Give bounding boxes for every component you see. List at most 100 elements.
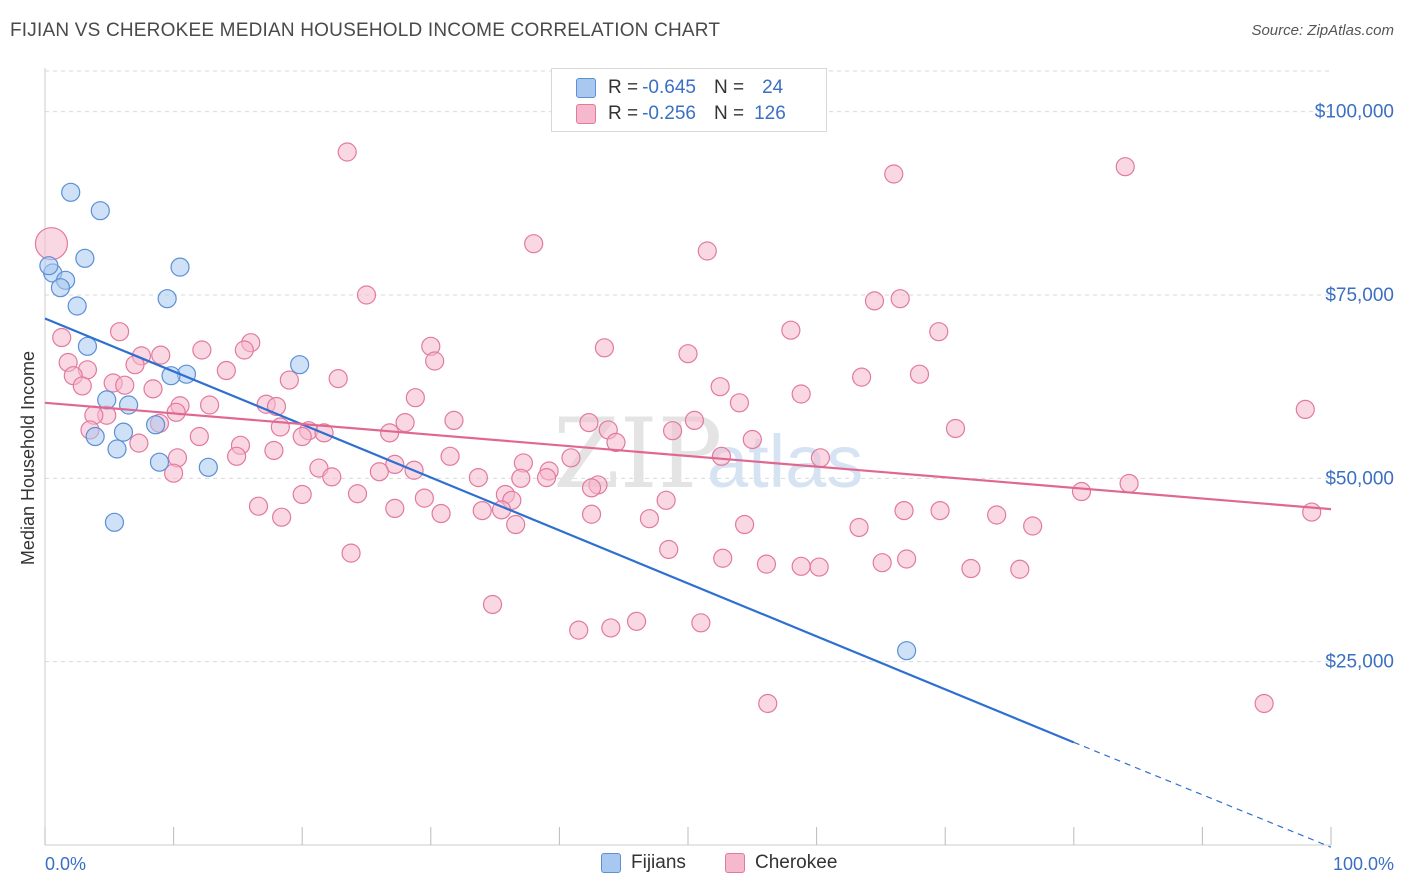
fijians-legend-swatch	[601, 853, 621, 873]
cherokee-point	[322, 467, 342, 487]
cherokee-point	[248, 496, 269, 516]
cherokee-point	[1119, 473, 1139, 494]
cherokee-point	[894, 501, 914, 521]
cherokee-point	[52, 327, 72, 348]
legend-n-value: 24	[762, 77, 784, 98]
cherokee-point	[639, 509, 660, 529]
cherokee-point	[1071, 481, 1092, 502]
cherokee-point	[691, 613, 711, 633]
cherokee-point	[1302, 502, 1322, 522]
cherokee-point	[626, 611, 647, 631]
fijian-point	[85, 426, 105, 447]
cherokee-point	[662, 421, 683, 441]
y-tick-label: $100,000	[1315, 102, 1394, 123]
fijians-trend-line	[44, 317, 1075, 744]
cherokee-point	[328, 369, 348, 389]
cherokee-point	[189, 426, 209, 447]
cherokee-point	[561, 448, 581, 468]
cherokee-point	[909, 364, 930, 384]
cherokee-point	[791, 556, 811, 576]
fijians-series	[39, 182, 917, 661]
cherokee-point	[1023, 516, 1043, 536]
trend-lines	[44, 317, 1332, 848]
fijian-point	[897, 641, 917, 661]
cherokee-point	[742, 429, 762, 450]
cherokee-trend-line	[44, 401, 1332, 511]
cherokee-point	[606, 432, 626, 452]
fijian-point	[145, 415, 166, 435]
gridlines	[45, 70, 1331, 663]
cherokee-point	[884, 164, 904, 184]
cherokee-point	[1115, 157, 1135, 177]
cherokee-point	[200, 395, 220, 415]
cherokee-point	[758, 693, 778, 714]
y-tick-label: $75,000	[1325, 285, 1394, 306]
legend-r-label: R =	[608, 77, 639, 98]
cherokee-point	[961, 558, 981, 579]
y-axis-tick-labels: $25,000 $50,000 $75,000 $100,000	[1315, 102, 1394, 673]
cherokee-point	[890, 289, 910, 309]
cherokee-point	[440, 446, 460, 466]
cherokee-point	[431, 503, 451, 524]
cherokee-point	[192, 340, 212, 360]
cherokee-point	[711, 446, 732, 466]
cherokee-point	[414, 488, 434, 508]
chart-source: Source: ZipAtlas.com	[1251, 22, 1394, 39]
x-tick-label-max: 100.0%	[1333, 854, 1394, 874]
cherokee-point	[569, 620, 589, 640]
cherokee-point	[678, 344, 698, 364]
fijian-point	[107, 439, 127, 459]
legend-r-value: -0.645	[642, 77, 696, 98]
cherokee-point	[1010, 559, 1030, 579]
cherokee-point	[511, 468, 531, 488]
fijian-point	[75, 248, 95, 268]
cherokee-point	[337, 142, 357, 162]
cherokee-point	[579, 413, 599, 433]
cherokee-point	[425, 351, 445, 371]
fijian-point	[90, 201, 110, 221]
cherokee-point	[581, 504, 602, 524]
fijian-point	[97, 390, 117, 410]
cherokee-point	[292, 484, 312, 505]
cherokee-point	[264, 440, 284, 461]
fijian-point	[290, 355, 310, 375]
cherokee-point	[143, 379, 163, 399]
chart-title: FIJIAN VS CHEROKEE MEDIAN HOUSEHOLD INCO…	[10, 20, 721, 41]
y-axis-label: Median Household Income	[18, 351, 38, 565]
cherokee-point	[129, 433, 149, 453]
cherokee-point	[872, 553, 892, 573]
fijian-point	[170, 257, 190, 277]
cherokee-point	[292, 426, 312, 447]
cherokee-point	[929, 322, 949, 342]
fijian-point	[157, 289, 177, 309]
legend-item-cherokee[interactable]: Cherokee	[725, 852, 837, 874]
cherokee-point	[109, 322, 130, 342]
legend-r-value: -0.256	[642, 103, 696, 124]
cherokee-point	[356, 285, 377, 305]
cherokee-point	[444, 410, 464, 430]
x-axis-ticks	[44, 827, 1332, 845]
fijian-point	[39, 256, 59, 276]
cherokee-point	[849, 517, 869, 538]
cherokee-point	[710, 377, 730, 397]
fijians-trend-extension	[1073, 741, 1332, 848]
cherokee-point	[227, 446, 247, 466]
fijians-swatch	[576, 78, 596, 98]
fijian-point	[198, 457, 218, 477]
legend-n-label: N =	[713, 103, 745, 124]
cherokee-point	[1254, 693, 1274, 714]
cherokee-point	[930, 501, 950, 521]
cherokee-point	[115, 375, 135, 395]
legend-row-fijians: R = -0.645 N = 24	[576, 75, 783, 101]
cherokee-point	[809, 557, 829, 577]
fijian-point	[67, 296, 87, 316]
cherokee-point	[945, 418, 966, 439]
legend-item-fijians[interactable]: Fijians	[601, 852, 686, 874]
cherokee-point	[791, 384, 811, 404]
cherokee-point	[234, 340, 254, 360]
cherokee-point	[279, 370, 299, 390]
cherokee-point	[468, 468, 488, 488]
cherokee-point	[581, 478, 602, 498]
cherokee-point	[781, 320, 801, 340]
